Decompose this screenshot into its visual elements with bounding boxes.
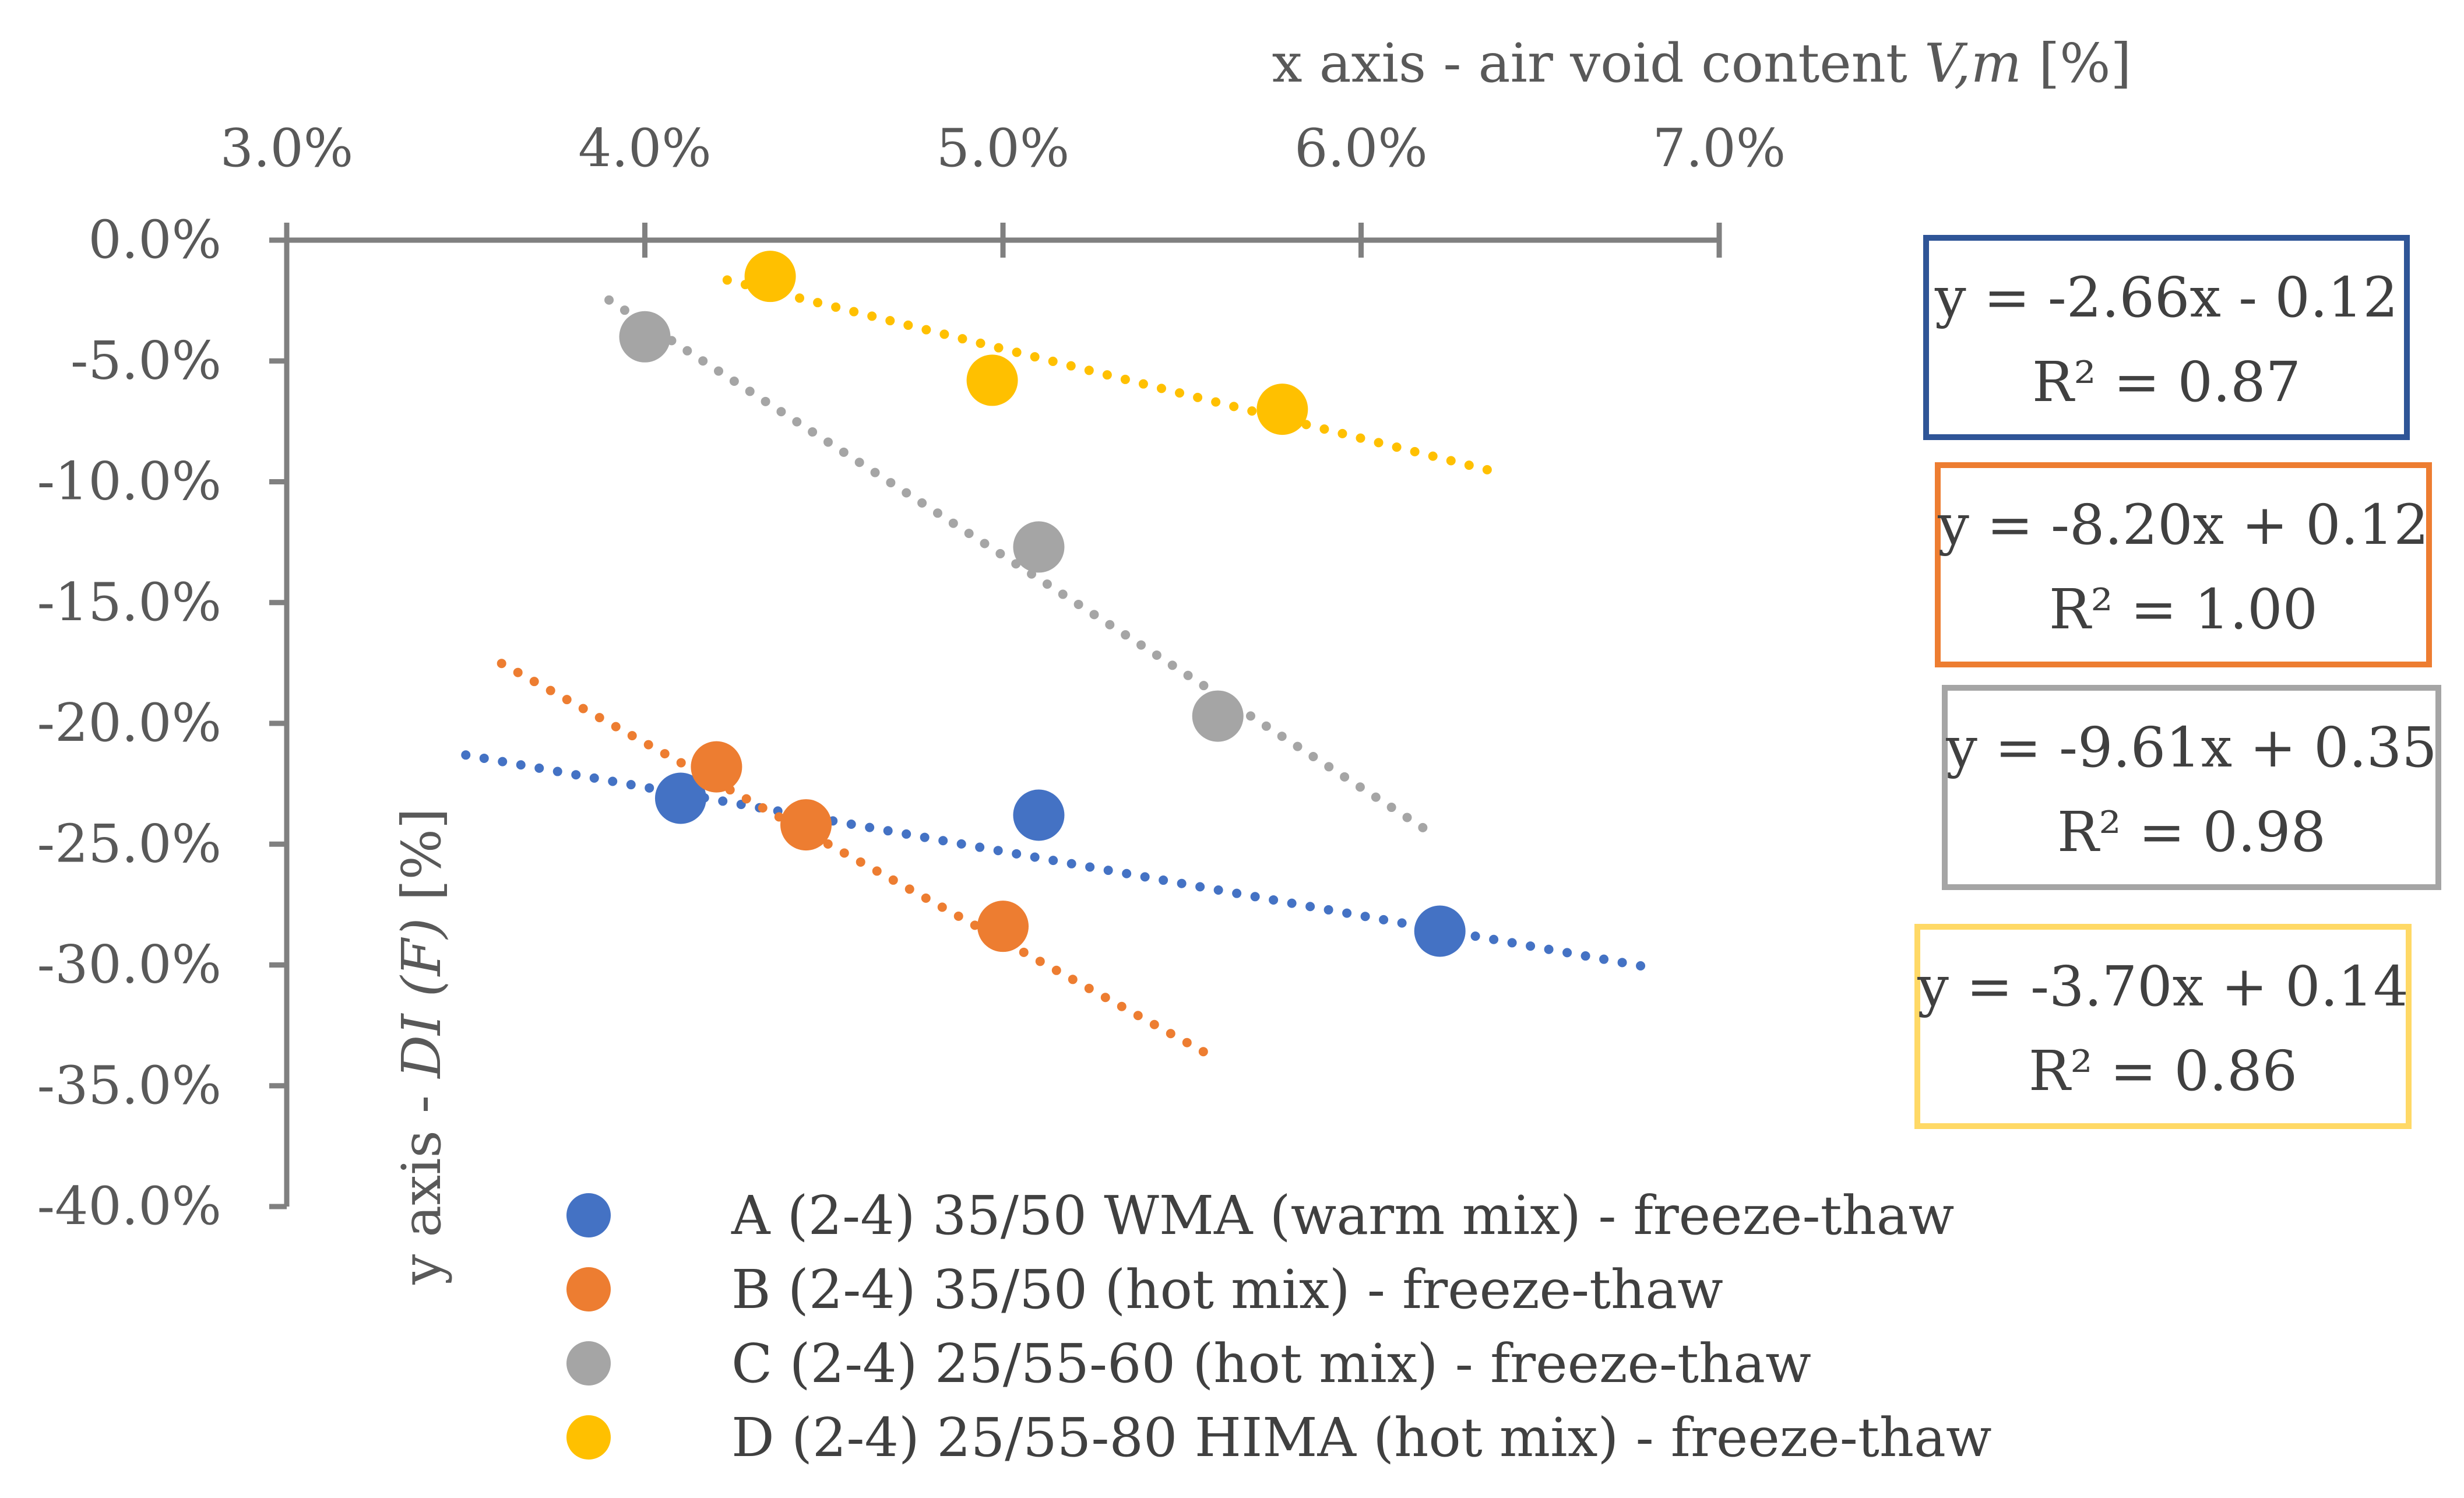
y-tick-label: 0.0% (88, 209, 221, 270)
trendline (497, 659, 1223, 1064)
data-point (1256, 384, 1308, 435)
r-squared-text: R² = 1.00 (2049, 578, 2318, 642)
legend: A (2-4) 35/50 WMA (warm mix) - freeze-th… (566, 1184, 1992, 1469)
y-tick-label: -15.0% (37, 572, 221, 633)
legend-label: D (2-4) 25/55-80 HIMA (hot mix) - freeze… (731, 1406, 1992, 1469)
equation-text: y = -2.66x - 0.12 (1934, 266, 2398, 330)
y-axis-title-suffix: [%] (390, 808, 453, 917)
x-tick-label: 5.0% (937, 118, 1070, 179)
data-point (1013, 521, 1065, 573)
legend-label: A (2-4) 35/50 WMA (warm mix) - freeze-th… (731, 1184, 1954, 1247)
equation-box (1923, 235, 2410, 440)
x-tick-label: 7.0% (1653, 118, 1786, 179)
legend-marker (566, 1267, 611, 1311)
x-tick-label: 4.0% (578, 118, 712, 179)
equation-boxes: y = -2.66x - 0.12 R² = 0.87 y = -8.20x + 0… (1914, 235, 2441, 1129)
data-point (977, 901, 1029, 952)
data-point (780, 799, 832, 851)
y-tick-label: -30.0% (37, 934, 221, 996)
data-point (619, 311, 671, 363)
equation-text: y = -8.20x + 0.12 (1937, 493, 2428, 557)
data-point (744, 251, 796, 303)
trendlines (461, 275, 1653, 1064)
x-axis-title-italic: V,m (1924, 32, 2022, 94)
y-axis-title-italic: DI (F) (390, 918, 453, 1079)
x-axis-title-suffix: [%] (2022, 32, 2131, 94)
x-axis-title: x axis - air void content V,m [%] (1272, 32, 2132, 94)
trendline (722, 275, 1509, 479)
equation-text: y = -3.70x + 0.14 (1917, 955, 2408, 1019)
legend-marker (566, 1193, 611, 1237)
data-point (1414, 905, 1466, 957)
y-tick-label: -20.0% (37, 692, 221, 754)
y-tick-label: -40.0% (37, 1176, 221, 1237)
data-point (1192, 690, 1244, 742)
r-squared-text: R² = 0.87 (2032, 350, 2301, 414)
x-tick-label: 6.0% (1294, 118, 1428, 179)
y-tick-label: -5.0% (71, 330, 221, 391)
y-tick-label: -35.0% (37, 1055, 221, 1116)
axes: 3.0% 4.0% 5.0% 6.0% 7.0% 0.0% -5.0% -10.0% -15.0… (37, 118, 1786, 1237)
equation-box (1914, 924, 2412, 1129)
y-axis-title: y axis - DI (F) [%] (390, 808, 453, 1285)
r-squared-text: R² = 0.86 (2029, 1039, 2297, 1103)
data-point (654, 772, 706, 824)
y-tick-label: -10.0% (37, 451, 221, 512)
legend-marker (566, 1341, 611, 1386)
legend-marker (566, 1415, 611, 1460)
data-point (1013, 789, 1065, 841)
data-point (966, 354, 1018, 406)
legend-label: C (2-4) 25/55-60 (hot mix) - freeze-thaw (731, 1332, 1811, 1395)
equation-box (1935, 462, 2432, 667)
equation-text: y = -9.61x + 0.35 (1945, 716, 2437, 780)
trendline (604, 295, 1438, 839)
equation-box (1942, 685, 2441, 890)
x-tick-label: 3.0% (220, 118, 354, 179)
y-tick-label: -25.0% (37, 813, 221, 874)
trendline (461, 750, 1653, 972)
r-squared-text: R² = 0.98 (2057, 800, 2326, 864)
data-point (691, 741, 742, 793)
x-axis-title-prefix: x axis - air void content (1272, 32, 1925, 94)
y-axis-title-prefix: y axis - (390, 1078, 453, 1285)
data-points (619, 251, 1466, 957)
legend-label: B (2-4) 35/50 (hot mix) - freeze-thaw (731, 1258, 1723, 1321)
